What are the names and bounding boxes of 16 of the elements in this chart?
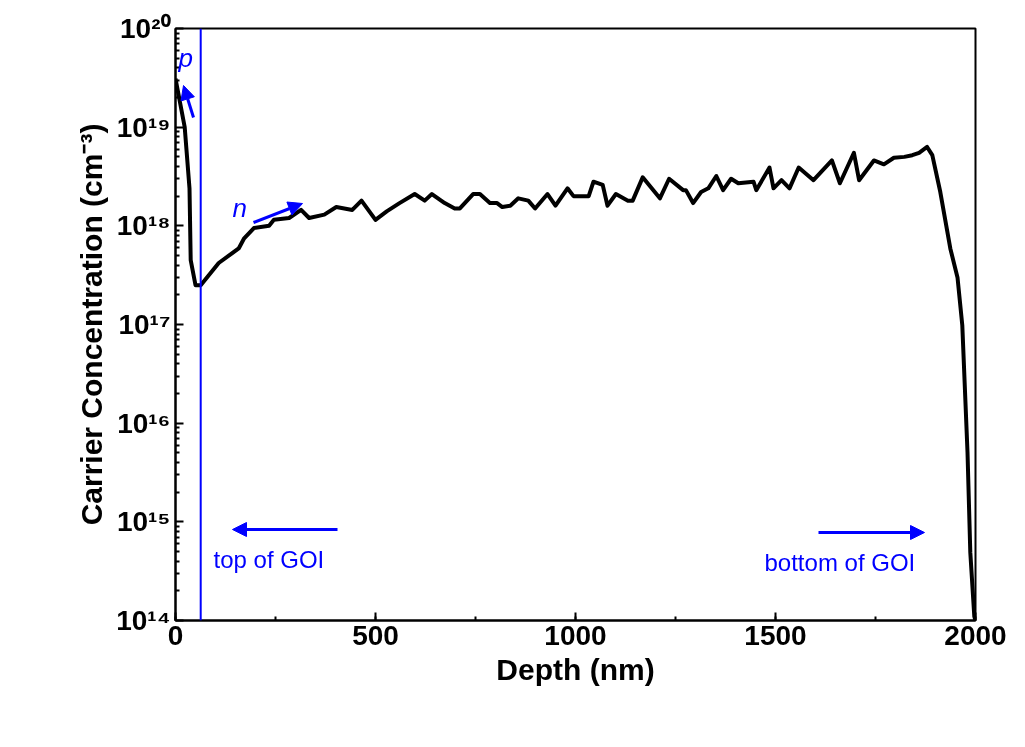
annotation: n (232, 192, 247, 223)
annotation: bottom of GOI (764, 548, 916, 576)
x-axis-title: Depth (nm) (496, 652, 655, 686)
y-tick-label: 10²⁰ (120, 13, 171, 44)
x-tick-label: 2000 (944, 619, 1007, 651)
x-tick-label: 1000 (544, 619, 607, 651)
x-tick-label: 500 (352, 619, 399, 651)
x-tick-label: 1500 (744, 619, 807, 651)
y-tick-label: 10¹⁶ (117, 407, 171, 439)
y-tick-label: 10¹⁷ (118, 309, 171, 340)
y-axis-title: Carrier Concentration (cm⁻³) (75, 123, 109, 526)
y-tick-label: 10¹⁸ (116, 210, 171, 242)
annotation: top of GOI (213, 545, 325, 573)
annotation: p (177, 42, 193, 73)
y-tick-label: 10¹⁹ (116, 111, 171, 143)
y-tick-label: 10¹⁵ (116, 506, 171, 538)
